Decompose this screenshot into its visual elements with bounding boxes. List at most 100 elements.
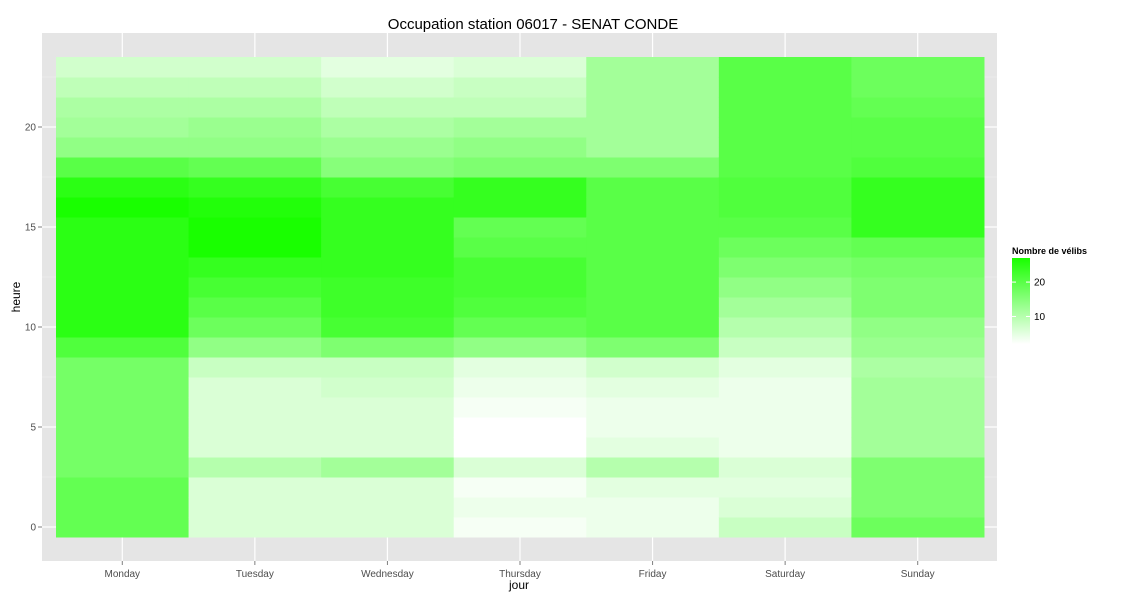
heatmap-tile bbox=[851, 437, 985, 458]
heatmap-tile bbox=[851, 137, 985, 158]
heatmap-tile bbox=[851, 117, 985, 138]
heatmap-tile bbox=[586, 197, 720, 218]
heatmap-tile bbox=[851, 517, 985, 538]
heatmap-tile bbox=[321, 477, 455, 498]
heatmap-tile bbox=[321, 197, 455, 218]
heatmap-tile bbox=[321, 337, 455, 358]
heatmap-tile bbox=[586, 397, 720, 418]
heatmap-tile bbox=[453, 177, 587, 198]
heatmap-tile bbox=[56, 497, 190, 518]
heatmap-tile bbox=[453, 477, 587, 498]
heatmap-tile bbox=[851, 77, 985, 98]
heatmap-tile bbox=[56, 197, 190, 218]
heatmap-tile bbox=[851, 97, 985, 118]
legend-tick-label: 20 bbox=[1034, 278, 1046, 289]
heatmap-tile bbox=[56, 477, 190, 498]
heatmap-tile bbox=[586, 77, 720, 98]
heatmap-tile bbox=[56, 297, 190, 318]
heatmap-tile bbox=[718, 437, 852, 458]
heatmap-tile bbox=[321, 297, 455, 318]
legend-title: Nombre de vélibs bbox=[1012, 246, 1087, 256]
heatmap-tile bbox=[851, 257, 985, 278]
heatmap-tile bbox=[321, 97, 455, 118]
heatmap-tile bbox=[56, 97, 190, 118]
heatmap-tile bbox=[321, 497, 455, 518]
heatmap-tile bbox=[453, 497, 587, 518]
heatmap-tile bbox=[453, 297, 587, 318]
heatmap-tile bbox=[56, 417, 190, 438]
heatmap-tile bbox=[718, 497, 852, 518]
heatmap-tile bbox=[56, 177, 190, 198]
heatmap-tile bbox=[56, 117, 190, 138]
heatmap-tile bbox=[453, 517, 587, 538]
x-axis-ticks: Monday Tuesday Wednesday Thursday Friday Satu… bbox=[104, 561, 935, 580]
heatmap-tile bbox=[188, 197, 322, 218]
heatmap-tile bbox=[453, 257, 587, 278]
heatmap-tile bbox=[188, 97, 322, 118]
heatmap-tile bbox=[56, 77, 190, 98]
heatmap-tile bbox=[851, 477, 985, 498]
heatmap-tile bbox=[188, 277, 322, 298]
heatmap-tile bbox=[453, 97, 587, 118]
heatmap-tile bbox=[56, 457, 190, 478]
x-axis-label: jour bbox=[508, 578, 529, 592]
heatmap-tile bbox=[586, 357, 720, 378]
heatmap-tile bbox=[188, 377, 322, 398]
heatmap-tile bbox=[188, 337, 322, 358]
heatmap-tile bbox=[718, 217, 852, 238]
heatmap-tile bbox=[321, 517, 455, 538]
heatmap-tile bbox=[56, 157, 190, 178]
heatmap-tile bbox=[453, 457, 587, 478]
heatmap-tile bbox=[851, 397, 985, 418]
heatmap-tile bbox=[321, 357, 455, 378]
heatmap-tile bbox=[188, 57, 322, 78]
heatmap-tile bbox=[586, 497, 720, 518]
heatmap-tile bbox=[188, 357, 322, 378]
heatmap-tile bbox=[56, 317, 190, 338]
heatmap-tile bbox=[718, 157, 852, 178]
heatmap-tiles bbox=[56, 57, 985, 538]
heatmap-tile bbox=[586, 517, 720, 538]
heatmap-tile bbox=[188, 177, 322, 198]
y-tick-label: 5 bbox=[30, 423, 36, 434]
heatmap-tile bbox=[188, 237, 322, 258]
legend-color-bar bbox=[1012, 258, 1030, 344]
heatmap-tile bbox=[586, 377, 720, 398]
heatmap-tile bbox=[321, 277, 455, 298]
heatmap-tile bbox=[56, 397, 190, 418]
heatmap-tile bbox=[851, 317, 985, 338]
y-tick-label: 0 bbox=[30, 523, 36, 534]
heatmap-tile bbox=[586, 97, 720, 118]
heatmap-tile bbox=[851, 297, 985, 318]
heatmap-tile bbox=[453, 237, 587, 258]
heatmap-tile bbox=[321, 137, 455, 158]
color-legend: Nombre de vélibs 10 20 bbox=[1012, 246, 1087, 344]
heatmap-tile bbox=[188, 217, 322, 238]
heatmap-tile bbox=[56, 277, 190, 298]
heatmap-tile bbox=[188, 257, 322, 278]
heatmap-tile bbox=[851, 497, 985, 518]
heatmap-tile bbox=[851, 277, 985, 298]
heatmap-tile bbox=[718, 377, 852, 398]
x-tick-label: Monday bbox=[104, 569, 140, 580]
y-axis-label: heure bbox=[9, 281, 23, 312]
heatmap-tile bbox=[586, 337, 720, 358]
heatmap-tile bbox=[586, 257, 720, 278]
y-tick-label: 15 bbox=[25, 223, 37, 234]
heatmap-tile bbox=[188, 497, 322, 518]
heatmap-tile bbox=[321, 117, 455, 138]
heatmap-tile bbox=[718, 397, 852, 418]
heatmap-tile bbox=[851, 457, 985, 478]
x-tick-label: Sunday bbox=[901, 569, 935, 580]
heatmap-tile bbox=[586, 297, 720, 318]
x-tick-label: Saturday bbox=[765, 569, 805, 580]
chart-title: Occupation station 06017 - SENAT CONDE bbox=[388, 16, 678, 33]
heatmap-tile bbox=[586, 277, 720, 298]
heatmap-tile bbox=[56, 357, 190, 378]
heatmap-tile bbox=[453, 137, 587, 158]
heatmap-tile bbox=[586, 177, 720, 198]
heatmap-tile bbox=[321, 417, 455, 438]
heatmap-tile bbox=[321, 217, 455, 238]
